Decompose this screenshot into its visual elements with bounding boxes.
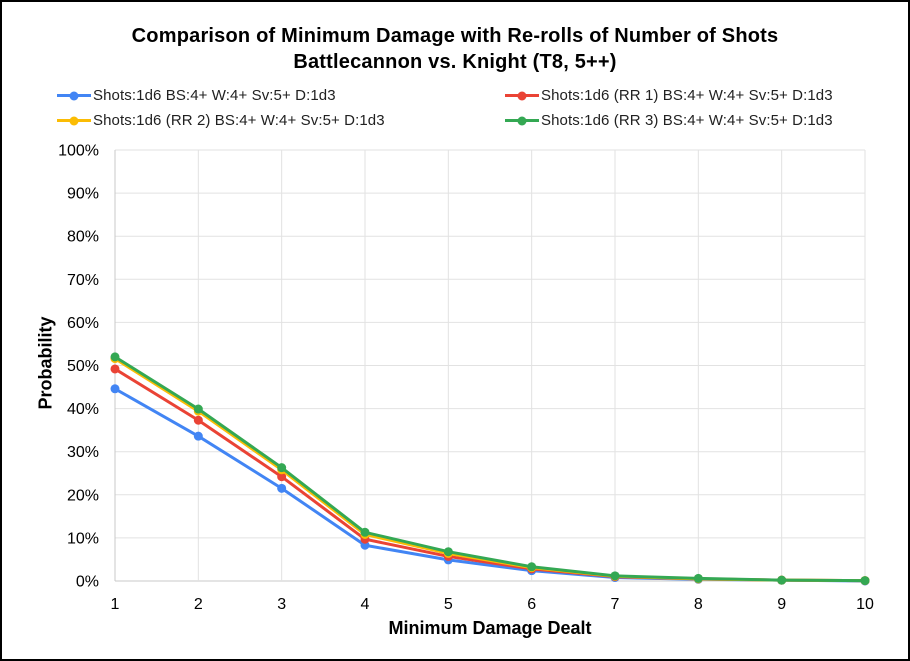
legend-line-marker — [505, 116, 539, 125]
data-point — [693, 573, 703, 583]
legend-dot-marker — [517, 91, 527, 100]
y-tick-label: 30% — [67, 444, 99, 461]
data-point — [777, 575, 787, 585]
x-tick-label: 5 — [444, 596, 453, 613]
data-point — [527, 562, 537, 572]
series-line-2 — [113, 357, 867, 583]
legend-label: Shots:1d6 (RR 3) BS:4+ W:4+ Sv:5+ D:1d3 — [541, 112, 833, 129]
legend-item-shots-1d6-rr3: Shots:1d6 (RR 3) BS:4+ W:4+ Sv:5+ D:1d3 — [505, 112, 833, 129]
series-line-3 — [113, 355, 867, 583]
chart-title: Comparison of Minimum Damage with Re-rol… — [131, 25, 779, 47]
series-line-0 — [113, 387, 867, 583]
x-tick-label: 1 — [111, 596, 120, 613]
data-point — [860, 576, 870, 586]
y-tick-label: 10% — [67, 530, 99, 547]
data-point — [360, 527, 370, 537]
legend-line-marker — [57, 116, 91, 125]
y-tick-label: 20% — [67, 487, 99, 504]
y-tick-label: 90% — [67, 186, 99, 203]
data-point — [277, 472, 287, 482]
y-tick-label: 70% — [67, 272, 99, 289]
data-point — [277, 483, 287, 493]
x-tick-label: 9 — [777, 596, 786, 613]
data-point — [193, 404, 203, 414]
x-tick-label: 2 — [194, 596, 203, 613]
y-tick-label: 40% — [67, 401, 99, 418]
data-point — [277, 463, 287, 473]
legend-dot-marker — [517, 116, 527, 125]
legend-item-shots-1d6-rr2: Shots:1d6 (RR 2) BS:4+ W:4+ Sv:5+ D:1d3 — [57, 112, 385, 129]
y-tick-label: 60% — [67, 315, 99, 332]
data-point — [193, 431, 203, 441]
data-point — [110, 352, 120, 362]
legend-item-shots-1d6-rr1: Shots:1d6 (RR 1) BS:4+ W:4+ Sv:5+ D:1d3 — [505, 87, 833, 104]
x-tick-label: 3 — [277, 596, 286, 613]
y-tick-label: 80% — [67, 229, 99, 246]
legend-line-marker — [57, 91, 91, 100]
legend-line-marker — [505, 91, 539, 100]
legend-label: Shots:1d6 (RR 1) BS:4+ W:4+ Sv:5+ D:1d3 — [541, 87, 833, 104]
legend-label: Shots:1d6 BS:4+ W:4+ Sv:5+ D:1d3 — [93, 87, 336, 104]
data-point — [110, 384, 120, 394]
data-point — [610, 571, 620, 581]
x-tick-label: 6 — [527, 596, 536, 613]
legend-dot-marker — [69, 91, 79, 100]
y-tick-label: 50% — [67, 358, 99, 375]
x-tick-label: 4 — [361, 596, 370, 613]
data-point — [443, 547, 453, 557]
chart-subtitle: Battlecannon vs. Knight (T8, 5++) — [293, 51, 617, 73]
x-tick-label: 7 — [611, 596, 620, 613]
x-tick-label: 8 — [694, 596, 703, 613]
y-tick-label: 100% — [58, 143, 99, 160]
x-axis-title: Minimum Damage Dealt — [388, 618, 592, 638]
legend-dot-marker — [69, 116, 79, 125]
series-line-1 — [113, 367, 867, 583]
legend-item-shots-1d6: Shots:1d6 BS:4+ W:4+ Sv:5+ D:1d3 — [57, 87, 336, 104]
legend-label: Shots:1d6 (RR 2) BS:4+ W:4+ Sv:5+ D:1d3 — [93, 112, 385, 129]
x-tick-label: 10 — [856, 596, 874, 613]
data-point — [193, 415, 203, 425]
y-tick-label: 0% — [76, 574, 99, 591]
data-point — [110, 364, 120, 374]
chart-title-block: Comparison of Minimum Damage with Re-rol… — [2, 23, 908, 75]
